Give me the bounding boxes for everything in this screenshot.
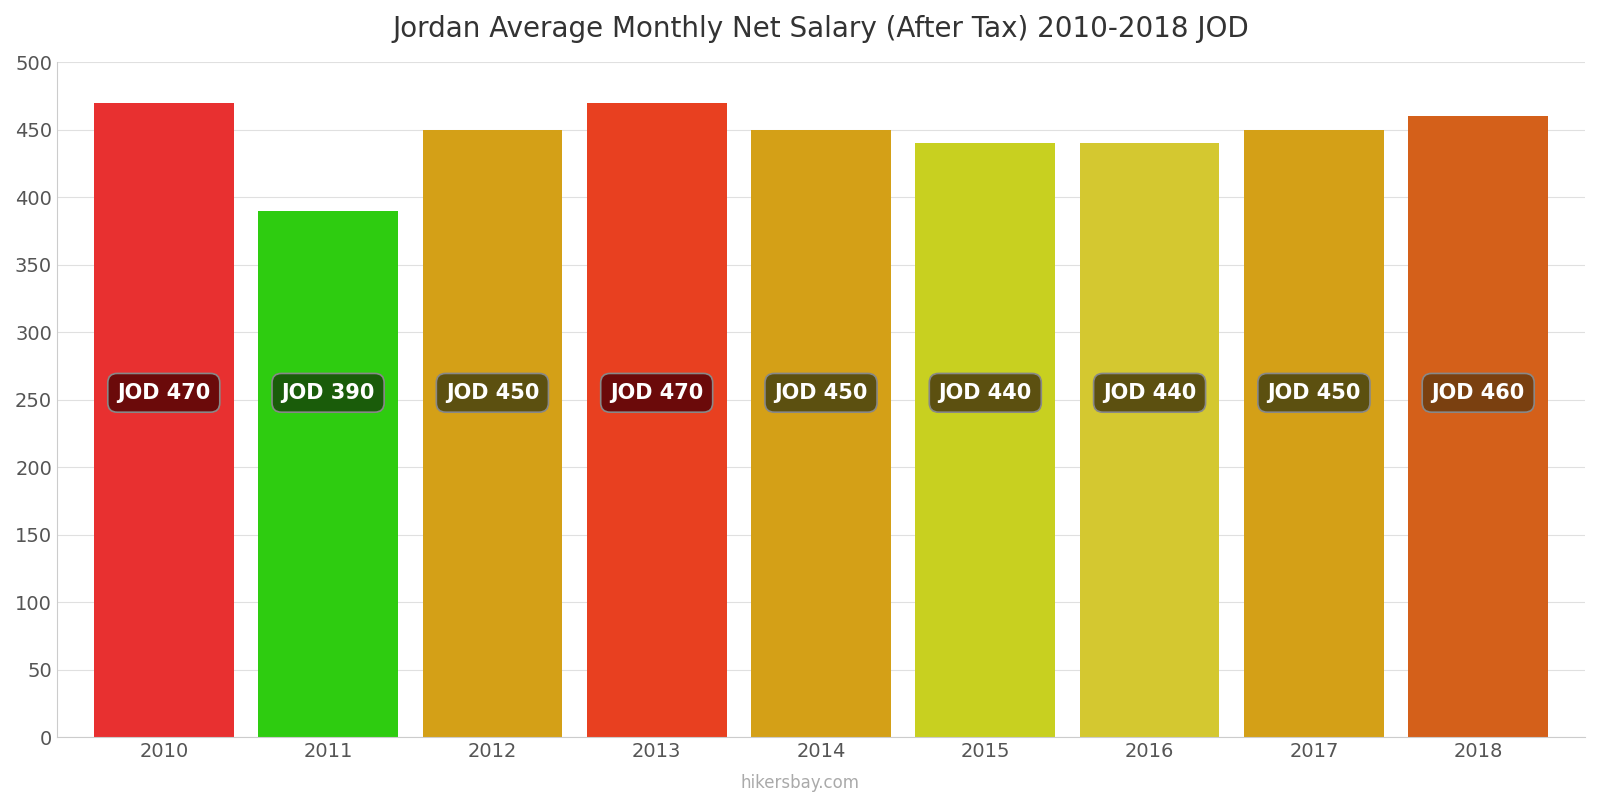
Bar: [915, 143, 1054, 737]
Text: JOD 440: JOD 440: [939, 383, 1032, 403]
Bar: [258, 210, 398, 737]
Text: JOD 470: JOD 470: [610, 383, 704, 403]
Bar: [587, 102, 726, 737]
Text: JOD 470: JOD 470: [117, 383, 211, 403]
Bar: [750, 130, 891, 737]
Text: JOD 460: JOD 460: [1432, 383, 1525, 403]
Title: Jordan Average Monthly Net Salary (After Tax) 2010-2018 JOD: Jordan Average Monthly Net Salary (After…: [392, 15, 1250, 43]
Text: JOD 390: JOD 390: [282, 383, 374, 403]
Text: JOD 440: JOD 440: [1102, 383, 1197, 403]
Bar: [94, 102, 234, 737]
Text: JOD 450: JOD 450: [774, 383, 867, 403]
Text: hikersbay.com: hikersbay.com: [741, 774, 859, 792]
Bar: [1245, 130, 1384, 737]
Bar: [1080, 143, 1219, 737]
Bar: [1408, 116, 1549, 737]
Text: JOD 450: JOD 450: [446, 383, 539, 403]
Text: JOD 450: JOD 450: [1267, 383, 1360, 403]
Bar: [422, 130, 562, 737]
